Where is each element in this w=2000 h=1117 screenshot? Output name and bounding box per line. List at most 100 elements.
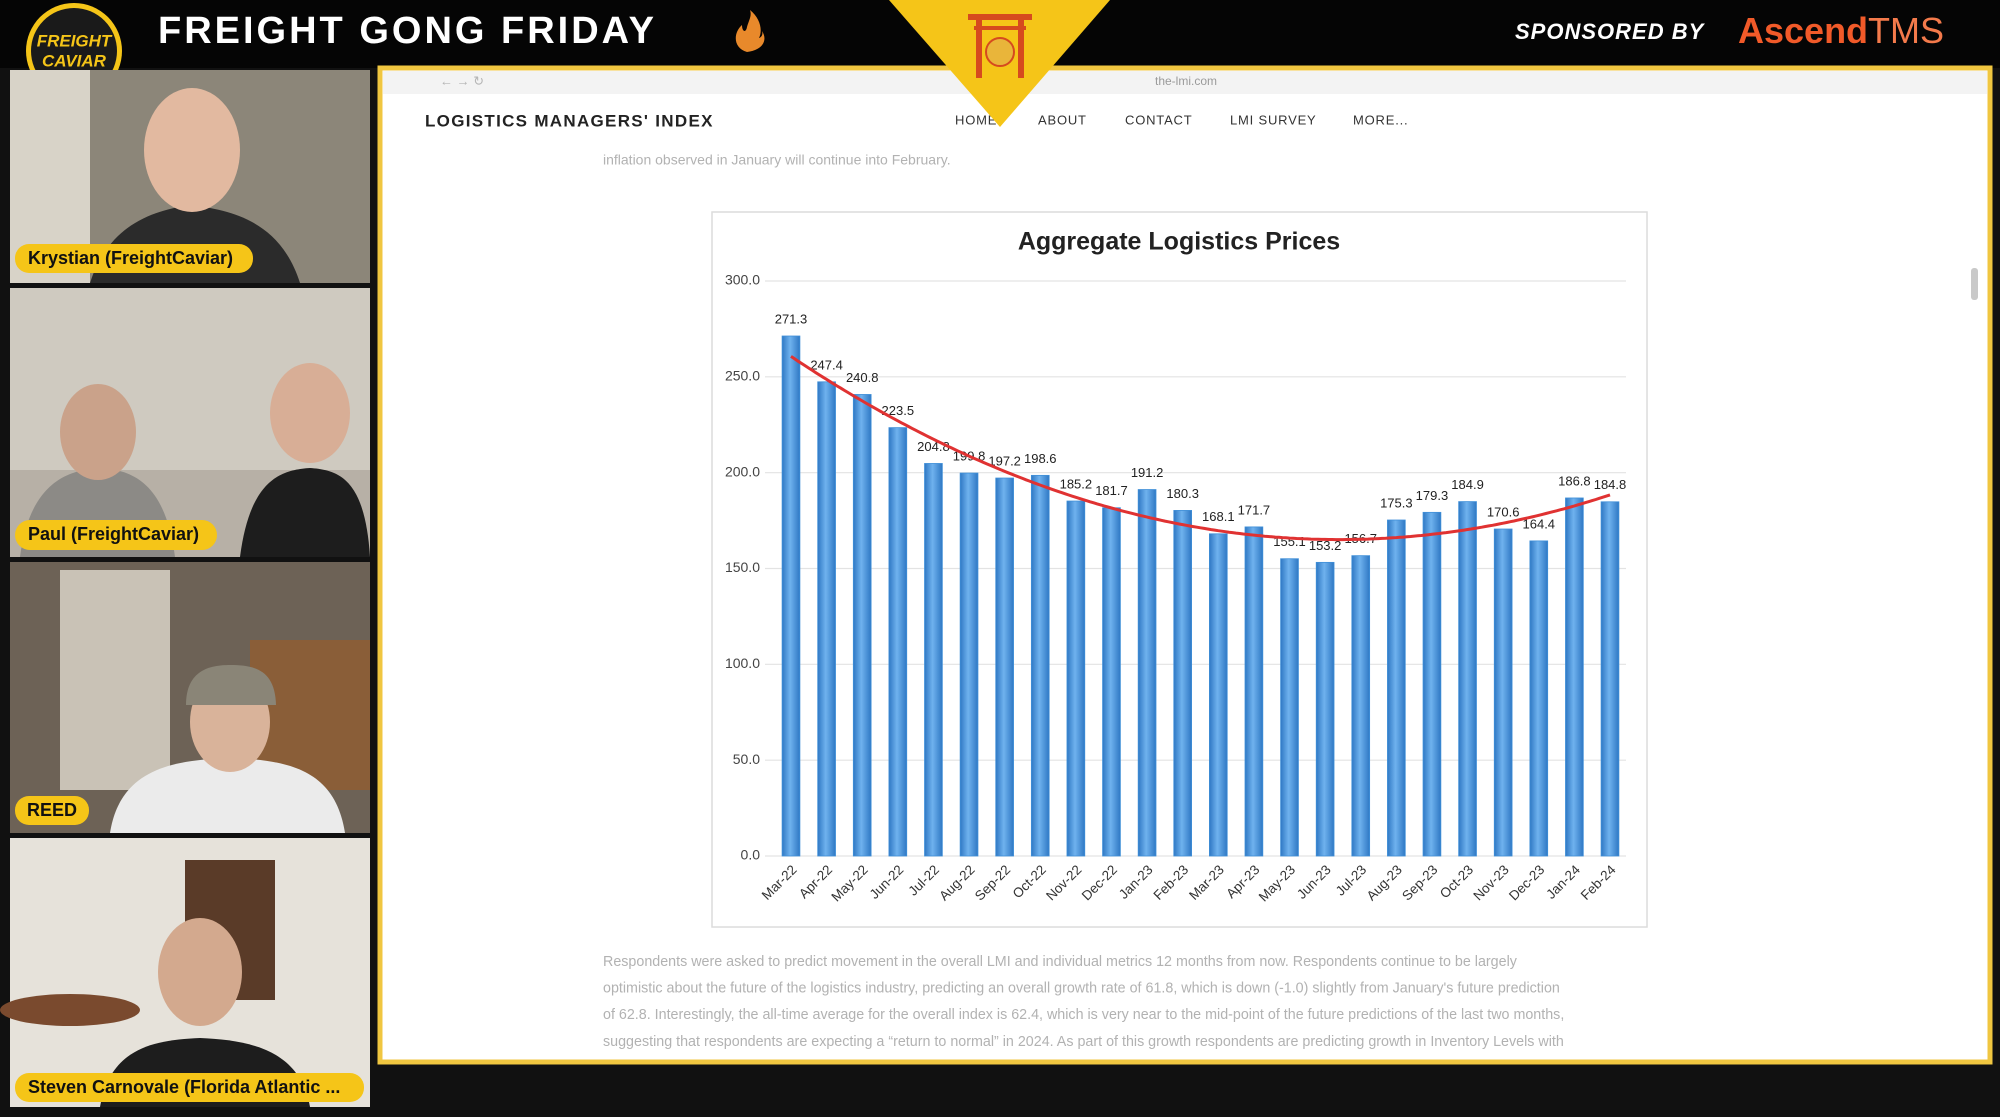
value-label: 181.7 [1095, 483, 1128, 498]
bar [1600, 501, 1620, 857]
paragraph-line: suggesting that respondents are expectin… [603, 1034, 1564, 1050]
value-label: 168.1 [1202, 509, 1235, 524]
gong-frame [1018, 20, 1024, 78]
value-label: 184.9 [1451, 477, 1484, 492]
name-tag [15, 796, 89, 825]
value-label: 171.7 [1238, 502, 1271, 517]
participant-name: REED [27, 800, 77, 820]
bar [1315, 561, 1335, 857]
nav-link[interactable]: LMI SURVEY [1230, 112, 1317, 127]
video-tile: REED [10, 562, 370, 833]
bar [1209, 533, 1228, 857]
video-tile: Steven Carnovale (Florida Atlantic ... [0, 838, 370, 1107]
bar [1387, 519, 1406, 857]
cap [186, 665, 276, 705]
participant-name: Steven Carnovale (Florida Atlantic ... [28, 1077, 340, 1097]
bar [1102, 507, 1121, 857]
value-label: 223.5 [882, 403, 915, 418]
nav-arrows[interactable]: ← → ↻ [440, 73, 484, 88]
browser-toolbar [383, 71, 1987, 94]
paragraph: Respondents were asked to predict moveme… [603, 954, 1564, 1050]
gong [985, 37, 1015, 67]
bar [1351, 555, 1371, 857]
bar [1493, 528, 1513, 857]
sponsor-name-part: Ascend [1738, 10, 1868, 51]
person [110, 758, 345, 833]
site-nav: HOME ABOUT CONTACT LMI SURVEY MORE... [955, 112, 1408, 127]
gong-frame [968, 14, 1032, 20]
value-label: 191.2 [1131, 465, 1164, 480]
paragraph-line: optimistic about the future of the logis… [603, 980, 1560, 996]
bar [995, 477, 1014, 857]
participant-name: Paul (FreightCaviar) [28, 524, 199, 544]
logo-text: FREIGHT [37, 31, 113, 50]
gong-frame [976, 20, 982, 78]
name-tag [15, 244, 253, 273]
sponsor-name: AscendTMS [1738, 10, 1944, 51]
value-label: 179.3 [1416, 488, 1449, 503]
video-tile: Paul (FreightCaviar) [10, 288, 370, 557]
nav-link[interactable]: ABOUT [1038, 112, 1087, 127]
nav-link[interactable]: CONTACT [1125, 112, 1192, 127]
y-tick-label: 50.0 [733, 751, 760, 767]
nav-link[interactable]: MORE... [1353, 112, 1408, 127]
sponsor-name-part: TMS [1868, 10, 1944, 51]
sponsor-label: SPONSORED BY [1515, 19, 1706, 44]
value-label: 153.2 [1309, 538, 1342, 553]
value-label: 197.2 [988, 453, 1021, 468]
value-label: 186.8 [1558, 473, 1591, 488]
y-tick-label: 250.0 [725, 368, 760, 384]
y-tick-label: 300.0 [725, 272, 760, 288]
value-label: 240.8 [846, 370, 879, 385]
y-tick-label: 0.0 [741, 847, 761, 863]
y-tick-label: 100.0 [725, 655, 760, 671]
value-label: 247.4 [810, 357, 843, 372]
name-tag [15, 1073, 364, 1102]
bar [1137, 489, 1157, 857]
person [270, 363, 350, 463]
participant-name: Krystian (FreightCaviar) [28, 248, 233, 268]
intro-text: inflation observed in January will conti… [603, 152, 951, 168]
video-table [0, 994, 140, 1026]
scrollbar[interactable] [1971, 268, 1978, 300]
value-label: 164.4 [1523, 516, 1556, 531]
trendline [790, 355, 1611, 542]
bar [1030, 474, 1050, 857]
bar [1529, 540, 1549, 857]
bar [852, 394, 872, 857]
value-label: 271.3 [775, 311, 808, 326]
site-title[interactable]: LOGISTICS MANAGERS' INDEX [425, 111, 714, 130]
person [158, 918, 242, 1026]
bar [1244, 526, 1264, 857]
bar [1422, 511, 1442, 857]
value-label: 180.3 [1166, 486, 1199, 501]
value-label: 185.2 [1060, 476, 1093, 491]
bar [959, 472, 979, 857]
bar [781, 335, 801, 857]
paragraph-line: Respondents were asked to predict moveme… [603, 954, 1518, 970]
value-label: 184.8 [1594, 477, 1627, 492]
chart-title: Aggregate Logistics Prices [1018, 228, 1340, 256]
value-label: 170.6 [1487, 504, 1520, 519]
paragraph-line: of 62.8. Interestingly, the all-time ave… [603, 1007, 1564, 1023]
bar [1280, 558, 1299, 857]
y-tick-label: 200.0 [725, 463, 760, 479]
logo-text: CAVIAR [42, 51, 107, 70]
url-bar[interactable]: the-lmi.com [1155, 74, 1217, 88]
nav-link[interactable]: HOME [955, 112, 997, 127]
bar [888, 427, 908, 857]
bar [1565, 497, 1584, 857]
bar [924, 463, 943, 857]
bar [1458, 501, 1477, 857]
gong-icon [968, 14, 1032, 78]
value-label: 198.6 [1024, 451, 1057, 466]
bar [817, 381, 836, 857]
video-tile: Krystian (FreightCaviar) [10, 70, 370, 283]
gong-frame [974, 26, 1026, 30]
person [144, 88, 240, 212]
flame-icon [735, 10, 765, 52]
y-tick-label: 150.0 [725, 559, 760, 575]
name-tag [15, 520, 217, 550]
